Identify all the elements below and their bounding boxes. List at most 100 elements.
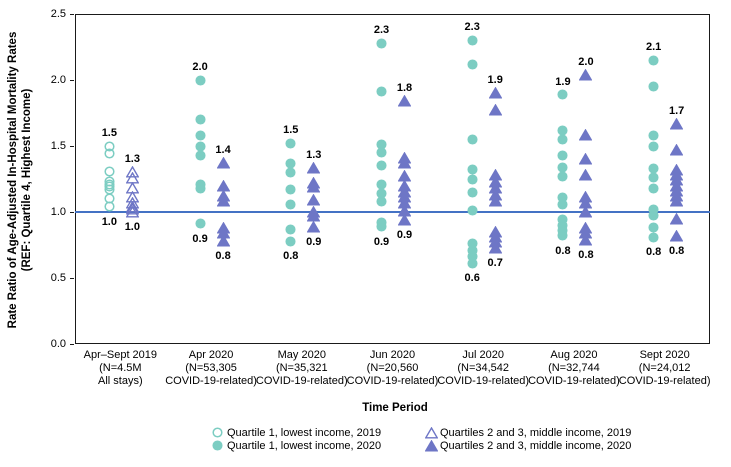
data-point-triangle [397,94,412,107]
data-point-triangle [579,205,593,218]
data-label-max: 2.0 [192,61,208,73]
legend-item: Quartiles 2 and 3, middle income, 2019 [424,426,631,439]
data-label-min: 0.8 [578,248,594,261]
data-point-circle [467,59,478,70]
data-point-triangle [579,68,593,81]
data-label-min: 1.0 [124,221,140,233]
y-tick-label: 2.0 [50,74,66,86]
data-point-triangle [579,152,593,165]
data-point-triangle [669,117,684,130]
x-tick-label: COVID-19-related) [528,375,620,387]
y-tick-mark-icon [70,278,74,279]
x-tick-label: (N=24,012 [638,362,691,374]
data-point-circle [376,160,387,171]
data-point-circle [195,130,206,141]
data-point-triangle [488,103,503,116]
legend-column: Quartiles 2 and 3, middle income, 2019 Qu… [424,426,631,452]
data-point-circle [648,81,659,92]
data-point-circle [376,37,387,49]
data-label-min: 0.8 [645,246,662,259]
x-tick-label: Apr 2020 [188,349,234,361]
y-tick-label: 2.5 [50,8,66,20]
data-point-circle [648,232,659,243]
data-point-circle [285,138,296,149]
data-point-circle [285,199,296,210]
data-point-circle [557,134,568,145]
x-tick-label: (N=35,321 [275,362,328,374]
data-point-triangle [488,86,503,99]
data-label-min: 0.9 [373,235,390,248]
data-point-triangle [488,195,503,207]
data-label-min: 0.9 [306,235,322,248]
data-point-triangle [216,156,230,169]
data-label-max: 2.0 [578,55,594,68]
x-tick-label: COVID-19-related) [346,375,439,387]
data-point-circle [467,173,478,185]
data-point-circle [467,187,478,198]
data-label-min: 0.8 [555,244,571,257]
circle-open-icon [212,427,224,438]
data-label-max: 2.1 [645,41,662,54]
data-point-circle [195,183,206,194]
data-point-triangle [579,168,593,181]
legend-item: Quartiles 2 and 3, middle income, 2020 [424,439,631,452]
data-label-max: 1.8 [396,82,413,95]
data-label-max: 2.3 [373,24,390,37]
x-tick-label: COVID-19-related) [437,375,530,387]
data-point-circle [467,205,478,216]
data-point-circle [104,148,115,159]
legend-item: Quartile 1, lowest income, 2019 [212,426,381,439]
y-tick-mark-icon [70,80,74,81]
x-tick-label: (N=4.5M [99,362,142,374]
data-point-circle [557,230,568,241]
data-point-circle [285,167,296,178]
data-label-max: 1.4 [215,144,231,157]
y-tick-label: 1.0 [50,206,66,218]
data-point-circle [467,258,478,269]
data-label-min: 0.8 [283,250,299,263]
y-tick-label: 0.5 [50,272,66,284]
data-point-triangle [669,195,684,207]
y-tick-mark-icon [70,344,74,345]
data-point-circle [467,35,478,46]
data-point-triangle [397,156,412,169]
y-tick-mark-icon [70,146,74,147]
data-point-triangle [125,202,140,215]
circle-filled-icon [212,440,224,451]
data-point-circle [557,150,568,161]
y-axis-title-line2: (REF: Quartile 4, Highest Income) [21,88,33,272]
data-point-circle [195,150,206,161]
x-tick-label: (N=53,305 [185,362,237,374]
data-point-triangle [669,143,684,156]
data-point-circle [648,55,659,66]
data-label-max: 2.3 [464,21,480,34]
data-label-max: 1.3 [124,153,140,166]
legend-label: Quartile 1, lowest income, 2019 [227,426,382,439]
data-point-circle [285,184,296,195]
x-tick-label: Apr–Sept 2019 [83,349,158,361]
data-point-triangle [579,233,593,246]
data-label-min: 0.9 [396,228,413,241]
x-tick-label: Sept 2020 [639,349,690,361]
data-point-triangle [306,220,321,233]
data-point-triangle [397,213,412,226]
data-point-circle [648,130,659,141]
data-point-circle [195,114,206,125]
data-label-max: 1.5 [283,124,299,137]
data-point-triangle [125,165,140,178]
data-point-circle [557,171,568,182]
data-label-max: 1.3 [306,149,322,162]
reference-line [75,211,710,213]
data-point-circle [648,210,659,222]
data-point-triangle [306,193,321,206]
x-axis-title: Time Period [362,402,428,414]
triangle-open-icon [424,426,439,439]
data-point-triangle [488,241,503,254]
triangle-filled-icon [424,439,439,452]
data-label-min: 0.7 [487,256,503,269]
data-point-triangle [579,129,593,141]
x-tick-label: (N=34,542 [457,362,510,374]
x-tick-label: (N=32,744 [548,362,600,374]
x-tick-label: Jun 2020 [369,349,416,361]
